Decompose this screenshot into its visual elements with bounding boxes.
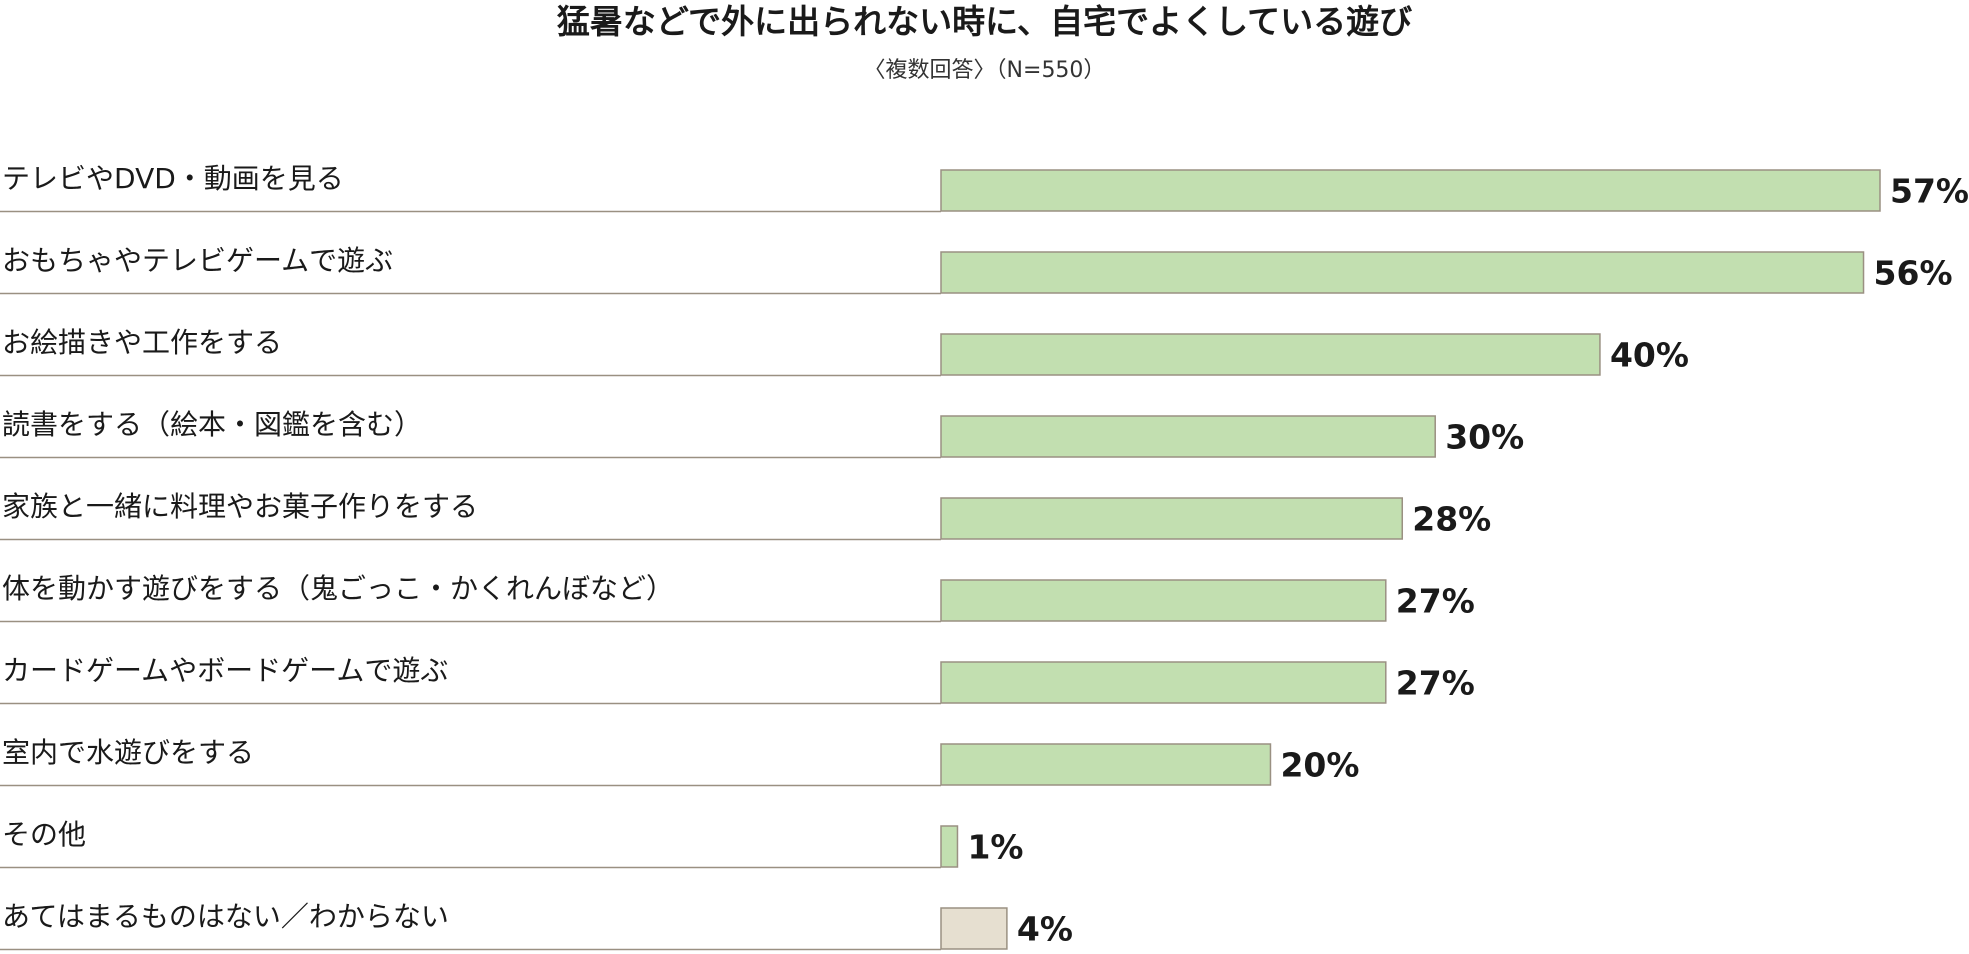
bar <box>940 251 1865 294</box>
bar <box>940 907 1008 950</box>
bar <box>940 661 1387 704</box>
bar <box>940 333 1601 376</box>
category-label: 体を動かす遊びをする（鬼ごっこ・かくれんぼなど） <box>2 572 674 605</box>
data-label: 40% <box>1610 336 1689 375</box>
category-label: あてはまるものはない／わからない <box>2 900 449 933</box>
category-label: 家族と一緒に料理やお菓子作りをする <box>2 490 478 523</box>
data-label: 57% <box>1890 172 1969 211</box>
category-label: その他 <box>2 818 86 851</box>
data-label: 56% <box>1874 254 1953 293</box>
bar <box>940 743 1272 786</box>
data-label: 1% <box>967 828 1023 867</box>
bar <box>940 169 1881 212</box>
bar <box>940 825 959 868</box>
data-label: 28% <box>1412 500 1491 539</box>
category-label: おもちゃやテレビゲームで遊ぶ <box>2 244 393 277</box>
category-label: 読書をする（絵本・図鑑を含む） <box>2 408 422 441</box>
data-label: 27% <box>1396 664 1475 703</box>
category-label: 室内で水遊びをする <box>2 736 254 769</box>
chart-title: 猛暑などで外に出られない時に、自宅でよくしている遊び <box>556 2 1413 41</box>
chart-subtitle: 〈複数回答〉（N=550） <box>863 58 1106 83</box>
data-label: 4% <box>1017 910 1073 949</box>
bar <box>940 497 1404 540</box>
data-label: 20% <box>1280 746 1359 785</box>
bar <box>940 579 1387 622</box>
category-label: テレビやDVD・動画を見る <box>2 162 344 195</box>
category-label: お絵描きや工作をする <box>2 326 282 359</box>
bar <box>940 415 1436 458</box>
category-label: カードゲームやボードゲームで遊ぶ <box>2 654 448 687</box>
data-label: 30% <box>1445 418 1524 457</box>
data-label: 27% <box>1396 582 1475 621</box>
